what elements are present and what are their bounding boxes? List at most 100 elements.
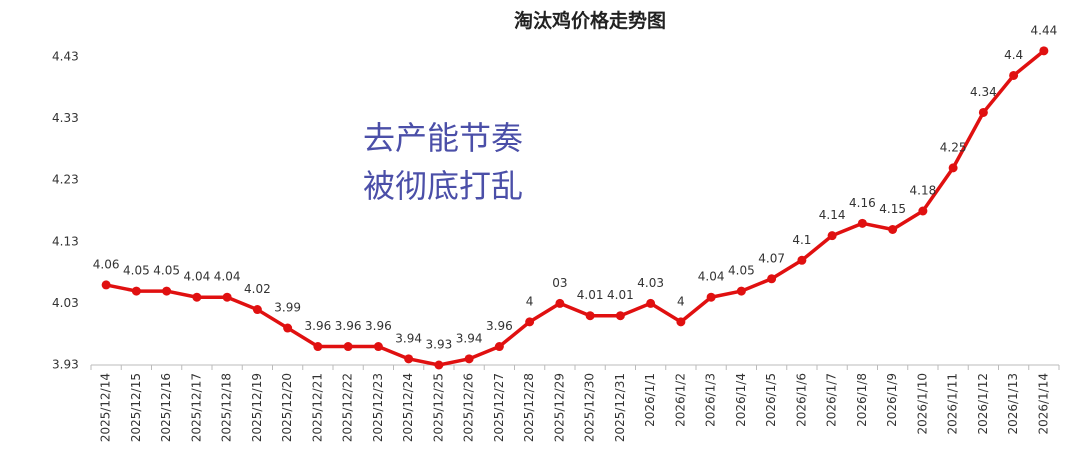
x-tick-label: 2026/1/13 xyxy=(1006,373,1020,435)
chart-title: 淘汰鸡价格走势图 xyxy=(514,9,666,32)
point xyxy=(555,298,565,308)
y-tick-label: 4.43 xyxy=(52,50,79,64)
y-tick-label: 4.23 xyxy=(52,173,79,187)
x-tick-label: 2025/12/22 xyxy=(341,373,355,442)
value-label: 4.25 xyxy=(940,140,967,154)
point xyxy=(857,218,867,228)
x-tick-label: 2026/1/4 xyxy=(734,373,748,427)
point xyxy=(131,286,141,296)
x-tick-label: 2025/12/17 xyxy=(189,373,203,442)
point xyxy=(101,280,111,290)
x-tick-label: 2025/12/28 xyxy=(522,373,536,442)
value-label: 4.05 xyxy=(153,264,180,278)
point xyxy=(736,286,746,296)
x-tick-label: 2025/12/18 xyxy=(220,373,234,442)
value-label: 4.44 xyxy=(1031,23,1058,37)
value-label: 4 xyxy=(677,294,685,308)
point xyxy=(918,206,928,216)
x-tick-label: 2026/1/3 xyxy=(704,373,718,427)
point xyxy=(434,360,444,370)
value-label: 4.1 xyxy=(792,233,811,247)
x-tick-label: 2026/1/5 xyxy=(764,373,778,427)
point xyxy=(373,342,383,352)
point xyxy=(615,311,625,321)
value-label: 4.06 xyxy=(93,257,120,271)
value-label: 3.96 xyxy=(365,319,392,333)
value-label: 3.94 xyxy=(395,331,422,345)
y-tick-label: 3.93 xyxy=(52,358,79,372)
value-label: 4.18 xyxy=(910,184,937,198)
value-label: 3.96 xyxy=(486,319,513,333)
x-tick-label: 2025/12/31 xyxy=(613,373,627,442)
point xyxy=(797,255,807,265)
line xyxy=(105,49,1045,367)
annotation: 被彻底打乱 xyxy=(363,167,523,205)
x-tick-label: 2026/1/11 xyxy=(946,373,960,435)
x-tick-label: 2025/12/15 xyxy=(129,373,143,442)
x-tick-label: 2025/12/19 xyxy=(250,373,264,442)
x-tick-label: 2026/1/2 xyxy=(673,373,687,427)
point xyxy=(162,286,172,296)
y-tick-label: 4.33 xyxy=(52,111,79,125)
value-label: 4.15 xyxy=(879,202,906,216)
point xyxy=(827,231,837,241)
value-label: 03 xyxy=(552,276,567,290)
value-label: 4 xyxy=(526,294,534,308)
value-label: 3.99 xyxy=(274,301,301,315)
value-label: 4.34 xyxy=(970,85,997,99)
y-tick-label: 4.13 xyxy=(52,234,79,248)
point xyxy=(948,163,958,173)
x-tick-label: 2025/12/24 xyxy=(401,373,415,442)
point xyxy=(494,342,504,352)
point xyxy=(585,311,595,321)
value-label: 3.93 xyxy=(426,338,453,352)
value-label: 4.14 xyxy=(819,208,846,222)
x-tick-label: 2026/1/6 xyxy=(794,373,808,427)
value-label: 4.04 xyxy=(698,270,725,284)
point xyxy=(252,305,262,315)
point xyxy=(706,292,716,302)
point xyxy=(404,354,414,364)
value-label: 4.16 xyxy=(849,196,876,210)
x-tick-label: 2026/1/14 xyxy=(1036,373,1050,435)
y-tick-label: 4.03 xyxy=(52,296,79,310)
point xyxy=(222,292,232,302)
x-tick-label: 2025/12/20 xyxy=(280,373,294,442)
value-label: 4.05 xyxy=(123,264,150,278)
point xyxy=(888,224,898,234)
value-label: 4.04 xyxy=(184,270,211,284)
point xyxy=(646,298,656,308)
value-label: 4.07 xyxy=(758,251,785,265)
point xyxy=(676,317,686,327)
x-tick-label: 2025/12/25 xyxy=(431,373,445,442)
point xyxy=(767,274,777,284)
point xyxy=(525,317,535,327)
value-label: 4.02 xyxy=(244,282,271,296)
value-label: 4.01 xyxy=(607,288,634,302)
x-tick-label: 2025/12/27 xyxy=(492,373,506,442)
x-tick-label: 2025/12/23 xyxy=(371,373,385,442)
x-tick-label: 2026/1/10 xyxy=(915,373,929,435)
value-label: 4.05 xyxy=(728,264,755,278)
x-tick-label: 2026/1/12 xyxy=(976,373,990,435)
point xyxy=(343,342,353,352)
x-tick-label: 2025/12/29 xyxy=(552,373,566,442)
x-tick-label: 2025/12/30 xyxy=(583,373,597,442)
point xyxy=(1039,46,1049,56)
point xyxy=(978,107,988,117)
x-tick-label: 2026/1/8 xyxy=(855,373,869,427)
x-tick-label: 2025/12/14 xyxy=(99,373,113,442)
value-label: 4.4 xyxy=(1004,48,1023,62)
x-tick-label: 2026/1/9 xyxy=(885,373,899,427)
point xyxy=(1009,70,1019,80)
value-label: 4.01 xyxy=(577,288,604,302)
point xyxy=(313,342,323,352)
value-label: 4.03 xyxy=(637,276,664,290)
point xyxy=(464,354,474,364)
point xyxy=(283,323,293,333)
annotation: 去产能节奏 xyxy=(363,119,523,157)
x-tick-label: 2025/12/16 xyxy=(159,373,173,442)
x-tick-label: 2026/1/7 xyxy=(825,373,839,427)
x-tick-label: 2025/12/21 xyxy=(310,373,324,442)
